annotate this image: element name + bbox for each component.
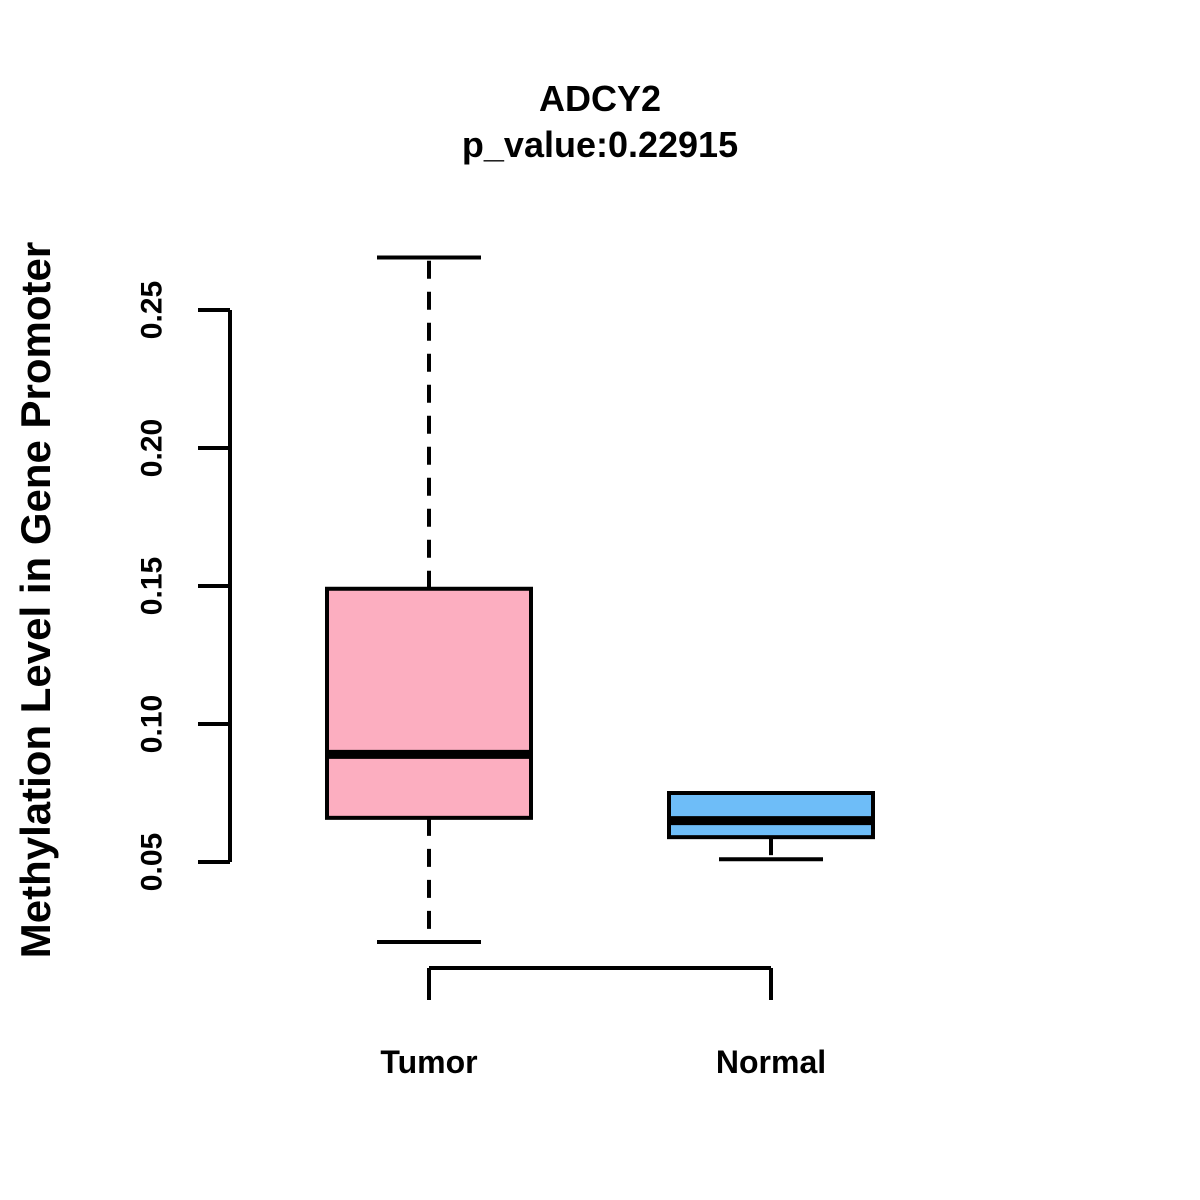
y-axis-tick-label: 0.20 — [136, 419, 169, 477]
box-tumor — [325, 586, 533, 820]
box-normal — [667, 791, 875, 840]
y-axis-tick-label: 0.25 — [136, 281, 169, 339]
x-category-label-tumor: Tumor — [380, 1044, 477, 1080]
title-block: ADCY2 p_value:0.22915 — [0, 76, 1200, 168]
chart-subtitle: p_value:0.22915 — [461, 124, 739, 165]
chart-title: ADCY2 — [538, 78, 662, 119]
y-axis-tick-label: 0.15 — [136, 557, 169, 615]
y-axis-tick-label: 0.10 — [136, 695, 169, 753]
x-category-label-normal: Normal — [716, 1044, 826, 1080]
y-axis-tick-label: 0.05 — [136, 833, 169, 891]
